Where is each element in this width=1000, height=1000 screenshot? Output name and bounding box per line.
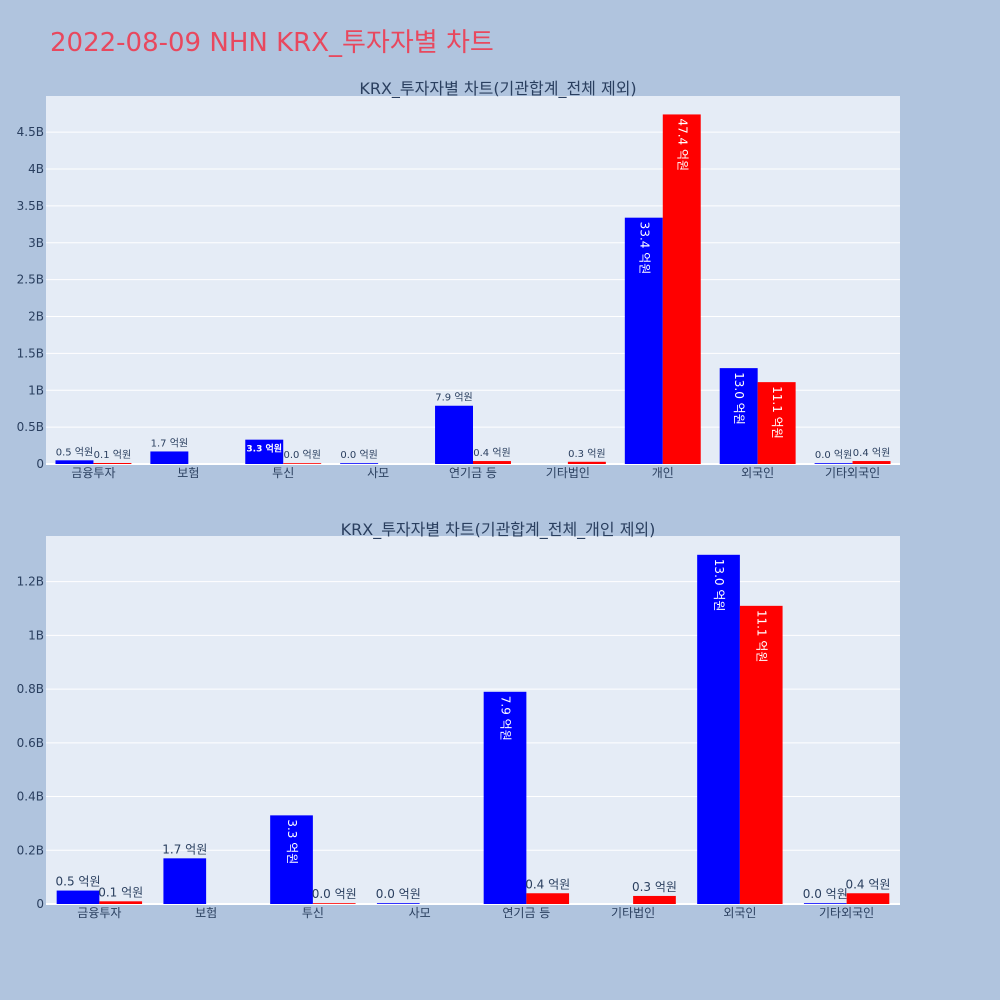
data-label: 0.0 억원: [376, 887, 421, 901]
bar-sell: [283, 463, 322, 464]
x-tick-label: 사모: [409, 906, 431, 920]
bar-buy: [435, 405, 473, 464]
data-label: 0.5 억원: [56, 875, 101, 889]
data-label: 0.3 억원: [568, 448, 605, 460]
bar-buy: [270, 815, 313, 904]
data-label: 0.0 억원: [340, 449, 377, 461]
data-label: 7.9 억원: [499, 696, 513, 741]
bar-sell: [567, 461, 606, 464]
data-label: 11.1 억원: [770, 386, 784, 439]
data-label: 0.1 억원: [98, 885, 143, 899]
page-title: 2022-08-09 NHN KRX_투자자별 차트: [50, 28, 494, 58]
bar-buy: [56, 890, 100, 904]
bar-buy: [245, 439, 284, 464]
y-tick-label: 4.5B: [17, 125, 44, 139]
x-tick-label: 사모: [367, 466, 389, 480]
y-tick-label: 0: [36, 457, 44, 471]
bar-buy: [814, 463, 853, 464]
y-tick-label: 0.5B: [17, 420, 44, 434]
chart-title: KRX_투자자별 차트(기관합계_전체 제외): [359, 79, 636, 99]
data-label: 0.4 억원: [525, 877, 570, 891]
bar-sell: [633, 895, 676, 904]
bar-sell: [473, 461, 511, 464]
bar-buy: [163, 858, 207, 904]
x-tick-label: 개인: [652, 466, 674, 480]
bar-buy: [483, 691, 527, 904]
y-tick-label: 0.8B: [17, 682, 44, 696]
y-tick-label: 1B: [28, 628, 44, 642]
x-tick-label: 기타외국인: [825, 466, 880, 480]
x-tick-label: 기타외국인: [819, 906, 874, 920]
x-tick-label: 외국인: [741, 466, 774, 480]
bar-buy: [376, 903, 420, 904]
x-tick-label: 외국인: [723, 906, 756, 920]
y-tick-label: 2B: [28, 310, 44, 324]
data-label: 3.3 억원: [285, 819, 299, 864]
chart-top: KRX_투자자별 차트(기관합계_전체 제외) 0 0.5B 1B 1.5B 2B 2.5B…: [17, 79, 900, 480]
data-label: 1.7 억원: [162, 842, 207, 856]
bar-sell: [93, 463, 132, 464]
data-label: 33.4 억원: [637, 222, 651, 275]
bar-buy: [340, 463, 379, 464]
bar-sell: [852, 461, 891, 464]
data-label: 13.0 억원: [712, 559, 726, 612]
data-label: 0.1 억원: [94, 449, 131, 461]
x-tick-label: 보험: [195, 906, 217, 920]
bar-buy: [803, 903, 847, 904]
bar-buy: [55, 460, 94, 464]
data-label: 3.3 억원: [246, 443, 282, 455]
data-label: 0.0 억원: [283, 449, 320, 461]
x-tick-label: 투신: [272, 466, 294, 480]
x-tick-label: 연기금 등: [449, 466, 497, 480]
data-label: 47.4 억원: [675, 118, 689, 171]
x-tick-label: 연기금 등: [502, 906, 550, 920]
y-tick-label: 0: [36, 897, 44, 911]
data-label: 0.5 억원: [56, 446, 93, 458]
x-tick-label: 보험: [177, 466, 199, 480]
bar-sell: [739, 605, 783, 904]
data-label: 0.0 억원: [312, 887, 357, 901]
data-label: 7.9 억원: [435, 392, 472, 404]
bar-buy: [719, 368, 758, 464]
data-label: 0.0 억원: [803, 887, 848, 901]
data-label: 1.7 억원: [151, 437, 188, 449]
x-tick-label: 금융투자: [77, 906, 121, 920]
bar-sell: [757, 382, 796, 464]
data-label: 11.1 억원: [755, 610, 769, 663]
data-label: 0.3 억원: [632, 880, 677, 894]
y-tick-label: 0.2B: [17, 843, 44, 857]
data-label: 0.4 억원: [853, 447, 890, 459]
bar-sell: [846, 893, 890, 904]
bar-sell: [312, 903, 356, 904]
data-label: 13.0 억원: [732, 372, 746, 425]
y-tick-label: 4B: [28, 162, 44, 176]
y-tick-label: 3.5B: [17, 199, 44, 213]
x-tick-label: 투신: [302, 906, 324, 920]
y-tick-label: 0.6B: [17, 736, 44, 750]
data-label: 0.4 억원: [845, 877, 890, 891]
x-tick-label: 기타법인: [546, 466, 590, 480]
data-label: 0.4 억원: [473, 447, 510, 459]
y-tick-label: 1.5B: [17, 346, 44, 360]
y-tick-label: 1.2B: [17, 575, 44, 589]
x-tick-label: 금융투자: [71, 466, 115, 480]
bar-sell: [526, 893, 570, 904]
bar-buy: [624, 217, 663, 464]
y-tick-label: 0.4B: [17, 790, 44, 804]
y-tick-label: 1B: [28, 383, 44, 397]
bar-buy: [697, 554, 740, 904]
data-label: 0.0 억원: [815, 449, 852, 461]
bar-sell: [662, 114, 701, 464]
y-tick-label: 2.5B: [17, 273, 44, 287]
x-tick-label: 기타법인: [611, 906, 655, 920]
bar-sell: [99, 901, 143, 904]
y-tick-label: 3B: [28, 236, 44, 250]
chart-title: KRX_투자자별 차트(기관합계_전체_개인 제외): [341, 520, 656, 540]
bar-buy: [150, 451, 189, 464]
